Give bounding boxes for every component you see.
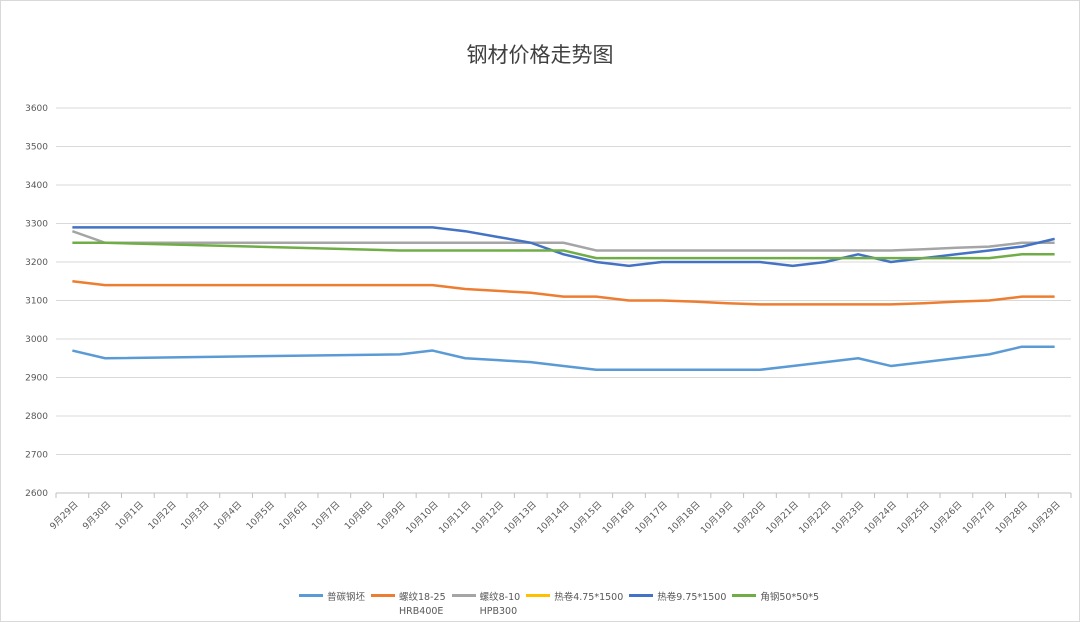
- x-tick-label: 10月9日: [375, 499, 408, 532]
- x-tick-label: 10月2日: [146, 499, 179, 532]
- y-tick-label: 3000: [25, 335, 48, 345]
- series-line-0: [72, 345, 1055, 372]
- legend-item: 普碳钢坯: [299, 589, 365, 617]
- x-tick-label: 10月6日: [277, 499, 310, 532]
- x-tick-label: 10月21日: [764, 499, 801, 536]
- y-tick-label: 3200: [25, 258, 48, 268]
- x-tick-label: 10月3日: [179, 499, 212, 532]
- legend-swatch: [526, 594, 551, 597]
- legend-swatch: [732, 594, 757, 597]
- legend-item: 热卷4.75*1500: [526, 589, 623, 617]
- legend-swatch: [299, 594, 323, 597]
- x-tick-label: 10月27日: [961, 499, 998, 536]
- y-tick-label: 3500: [25, 143, 48, 153]
- y-tick-label: 2600: [25, 489, 48, 499]
- y-tick-label: 2800: [25, 412, 48, 422]
- legend-item: 热卷9.75*1500: [629, 589, 726, 617]
- x-tick-label: 10月17日: [633, 499, 670, 536]
- legend-swatch: [371, 594, 396, 597]
- legend-label: 角钢50*50*5: [760, 592, 820, 603]
- x-tick-label: 10月24日: [862, 499, 899, 536]
- x-tick-label: 10月22日: [797, 499, 834, 536]
- x-tick-label: 10月13日: [502, 499, 539, 536]
- x-tick-label: 9月30日: [81, 499, 114, 532]
- y-tick-label: 3100: [25, 297, 48, 307]
- legend-swatch: [629, 594, 654, 597]
- y-tick-label: 3400: [25, 181, 48, 191]
- x-tick-label: 10月28日: [993, 499, 1030, 536]
- y-tick-label: 2700: [25, 451, 48, 461]
- legend-label: 螺纹18-25 HRB400E: [399, 592, 446, 617]
- x-tick-label: 10月10日: [404, 499, 441, 536]
- y-tick-label: 2900: [25, 374, 48, 384]
- x-tick-label: 10月7日: [310, 499, 343, 532]
- x-tick-label: 10月23日: [830, 499, 867, 536]
- x-tick-label: 10月8日: [343, 499, 376, 532]
- legend-label: 螺纹8-10 HPB300: [479, 592, 521, 617]
- x-tick-label: 10月15日: [568, 499, 605, 536]
- x-tick-label: 10月1日: [113, 499, 146, 532]
- legend-swatch: [451, 594, 476, 597]
- y-tick-label: 3600: [25, 104, 48, 114]
- series-line-2: [71, 230, 1055, 252]
- y-tick-label: 3300: [25, 220, 48, 230]
- x-tick-label: 10月20日: [731, 499, 768, 536]
- x-tick-label: 10月19日: [699, 499, 736, 536]
- legend-label: 热卷9.75*1500: [657, 592, 727, 603]
- series-line-5: [72, 241, 1055, 260]
- x-tick-label: 10月5日: [244, 499, 277, 532]
- chart-title: 钢材价格走势图: [466, 43, 614, 67]
- x-tick-label: 10月11日: [437, 499, 474, 536]
- x-tick-label: 10月12日: [469, 499, 506, 536]
- x-tick-label: 9月29日: [48, 499, 81, 532]
- legend-label: 普碳钢坯: [327, 592, 366, 603]
- x-tick-label: 10月14日: [535, 499, 572, 536]
- series-line-4: [72, 226, 1055, 268]
- legend-label: 热卷4.75*1500: [554, 592, 624, 603]
- x-tick-label: 10月18日: [666, 499, 703, 536]
- x-tick-label: 10月4日: [212, 499, 245, 532]
- legend-item: 角钢50*50*5: [732, 589, 819, 617]
- legend-item: 螺纹18-25 HRB400E: [371, 589, 446, 617]
- x-tick-label: 10月26日: [928, 499, 965, 536]
- legend-item: 螺纹8-10 HPB300: [451, 589, 521, 617]
- series-line-1: [72, 280, 1055, 306]
- x-tick-label: 10月29日: [1026, 499, 1063, 536]
- x-tick-label: 10月16日: [600, 499, 637, 536]
- x-tick-label: 10月25日: [895, 499, 932, 536]
- legend: 普碳钢坯 螺纹18-25 HRB400E 螺纹8-10 HPB300 热卷4.75*150…: [299, 589, 819, 617]
